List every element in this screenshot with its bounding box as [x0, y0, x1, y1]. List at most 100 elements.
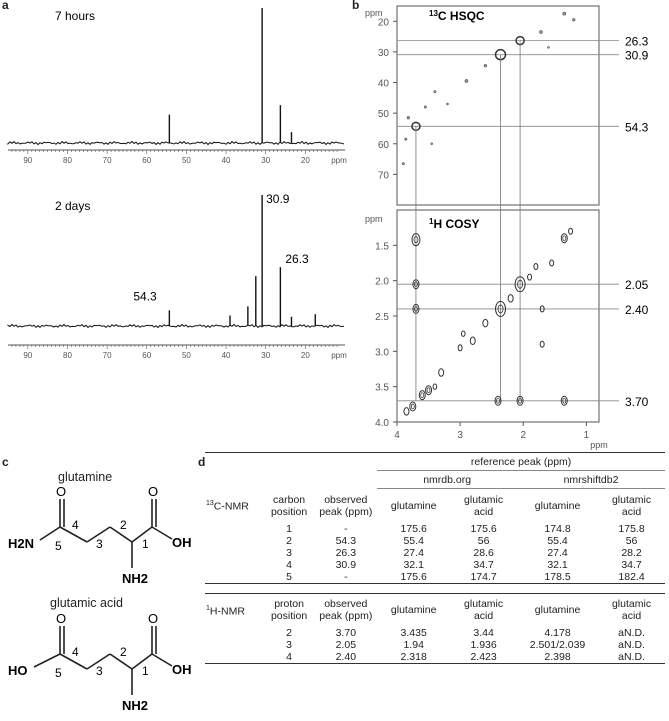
c13-row: 5-175.6 174.7 178.5 182.4 — [205, 570, 665, 584]
hsqc-cross-peak — [483, 64, 488, 68]
x-tick-label-0: 40 — [222, 156, 231, 165]
cosy-cross-peak — [495, 300, 507, 317]
glutamic-ho: HO — [8, 663, 28, 678]
c13-cell: 32.1 — [547, 558, 568, 571]
h1-cell: aN.D. — [598, 651, 665, 664]
x-tick-label-0: 60 — [142, 156, 151, 165]
glutamine-h2n: H2N — [8, 536, 34, 551]
hsqc-cross-peak — [572, 18, 576, 22]
c13-cell: 27.4 — [547, 546, 568, 559]
h1-sub-glu-2: glutamic acid — [598, 592, 665, 627]
cosy-cross-peak-inner — [414, 281, 418, 288]
glutamic-num-5: 5 — [55, 666, 62, 680]
cosy-cross-peak — [409, 401, 417, 412]
c13-cell: 32.1 — [403, 558, 424, 571]
glutamine-structure: O O H2N OH NH2 5 4 3 2 1 — [8, 485, 192, 586]
hsqc-y-unit: ppm — [365, 8, 383, 18]
c13-cell: 27.4 — [403, 546, 424, 559]
h1-cell: 2.398 — [517, 651, 599, 664]
h1-observed-header: observed peak (ppm) — [314, 592, 378, 627]
h1-cell: 4 — [263, 651, 315, 664]
glutamic-o-right: O — [148, 612, 158, 626]
h1-cell: 2.40 — [314, 651, 378, 664]
panel-label-a: a — [2, 0, 9, 12]
cosy-cross-peak-inner — [496, 397, 500, 404]
cosy-cross-peak — [516, 395, 524, 406]
hsqc-ref-label: 54.3 — [625, 120, 649, 134]
c13-row: 3 26.3 27.4 28.6 27.4 28.2 — [205, 547, 665, 559]
cosy-cross-peak-inner — [562, 235, 567, 242]
cosy-ref-label: 2.40 — [625, 303, 649, 317]
x-tick-label-1: 30 — [261, 351, 270, 360]
h1-cell: 2 — [286, 627, 292, 639]
glutamic-acid-name: glutamic acid — [50, 596, 123, 610]
cosy-y-tick-label: 2.5 — [375, 312, 389, 323]
h1-cell: aN.D. — [618, 639, 645, 651]
cosy-y-tick-label: 3.5 — [375, 383, 389, 394]
hsqc-cross-peak — [406, 116, 411, 120]
cosy-cross-peak — [482, 318, 489, 328]
cosy-x-tick-label: 2 — [520, 430, 526, 441]
nmr-comparison-table: reference peak (ppm) nmrdb.org nmrshiftd… — [205, 452, 665, 664]
c13-cell: 34.7 — [621, 558, 642, 571]
glutamic-oh: OH — [172, 662, 192, 677]
x-tick-label-0: 70 — [103, 156, 112, 165]
c13-cell: 26.3 — [335, 546, 357, 559]
peak-label-1: 26.3 — [285, 252, 309, 266]
x-tick-label-0: 20 — [301, 156, 310, 165]
x-axis-unit-0: ppm — [331, 156, 347, 165]
c13-cell: 55.4 — [547, 534, 568, 547]
glutamine-oh: OH — [172, 535, 192, 550]
hsqc-cross-peak — [423, 105, 427, 109]
cosy-ref-label: 2.05 — [625, 278, 649, 292]
h1-sub-glu-1: glutamic acid — [450, 592, 518, 627]
cosy-cross-peak — [507, 294, 514, 303]
hsqc-y-tick-label: 20 — [378, 17, 390, 28]
db-nmrdb-header: nmrdb.org — [377, 470, 518, 489]
cosy-cross-peak — [438, 368, 445, 377]
hsqc-cross-peak — [401, 162, 405, 166]
c13-cell: 1 — [286, 522, 292, 535]
glutamic-num-3: 3 — [96, 664, 103, 678]
c13-cell: 2 — [286, 534, 292, 547]
h1-cell: 1.936 — [470, 639, 497, 651]
cosy-y-tick-label: 4.0 — [375, 418, 389, 429]
spectrum-baseline-1 — [7, 323, 345, 329]
h1-position-header: proton position — [263, 592, 315, 627]
h1-row: 2 3.70 3.435 3.44 4.178 aN.D. — [205, 627, 665, 639]
cosy-cross-peak — [539, 305, 545, 313]
cosy-x-tick-label: 1 — [584, 430, 590, 441]
hsqc-cross-peak — [433, 90, 437, 94]
h1-cell: 3.435 — [400, 627, 427, 639]
hsqc-cross-peak — [539, 30, 543, 34]
cosy-cross-peak-inner — [562, 397, 567, 404]
spectrum-title-0: 7 hours — [55, 9, 95, 23]
x-tick-label-1: 50 — [182, 351, 191, 360]
peak-label-2: 54.3 — [133, 289, 157, 303]
c13-cell: 175.8 — [618, 522, 645, 535]
hsqc-frame — [396, 5, 600, 206]
x-tick-label-1: 70 — [103, 351, 112, 360]
hsqc-cross-peak — [446, 102, 449, 106]
cosy-cross-peak — [457, 344, 463, 352]
h1-row: 4 2.40 2.318 2.423 2.398 aN.D. — [205, 651, 665, 664]
glutamic-acid-structure: O O HO OH NH2 5 4 3 2 1 — [8, 612, 192, 713]
glutamine-o-right: O — [148, 485, 158, 499]
h1-cell: 4.178 — [544, 627, 571, 639]
cosy-cross-peak-inner — [413, 236, 419, 244]
c13-observed-header: observed peak (ppm) — [319, 493, 373, 518]
c13-row: 2 54.3 55.4 56 55.4 56 — [205, 535, 665, 547]
glutamine-num-3: 3 — [96, 537, 103, 551]
c13-cell: 182.4 — [598, 570, 665, 584]
cosy-cross-peak — [549, 259, 555, 267]
cosy-y-tick-label: 1.5 — [375, 241, 389, 252]
hsqc-ref-label: 26.3 — [625, 35, 649, 49]
c13-position-header: carbon position — [270, 493, 308, 518]
cosy-cross-peak — [494, 395, 502, 406]
cosy-cross-peak — [560, 395, 568, 406]
cosy-cross-peak — [469, 336, 476, 345]
cosy-cross-peak — [460, 330, 466, 337]
h1-cell: 2.318 — [377, 651, 451, 664]
h1-cell: 1.94 — [403, 639, 424, 651]
x-tick-label-1: 20 — [301, 351, 310, 360]
